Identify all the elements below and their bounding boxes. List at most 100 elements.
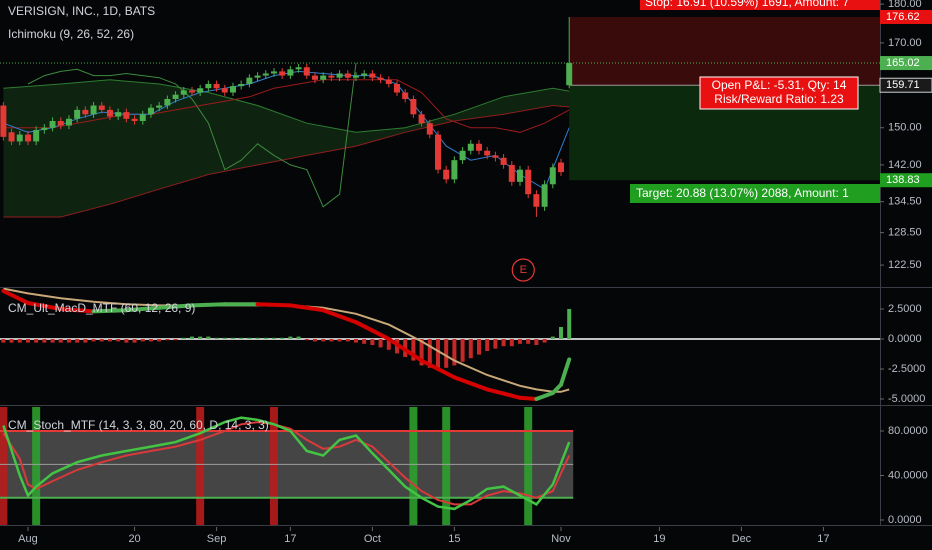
macd-line-segment bbox=[1, 289, 30, 305]
histogram-bar bbox=[558, 327, 563, 339]
candle-body bbox=[147, 107, 154, 115]
histogram-bar bbox=[419, 339, 424, 366]
stop-label: Stop: 16.91 (10.59%) 1691, Amount: 7 bbox=[645, 0, 849, 9]
histogram-bar bbox=[362, 339, 367, 344]
candle-body bbox=[131, 118, 138, 122]
indicator-label: CM_Stoch_MTF (14, 3, 3, 80, 20, 60, D, 1… bbox=[8, 418, 269, 432]
target-label: Target: 20.88 (13.07%) 2088, Amount: 1 bbox=[636, 186, 849, 200]
y-tick-label: 180.00 bbox=[888, 0, 922, 10]
histogram-bar bbox=[263, 337, 268, 339]
candle-body bbox=[238, 83, 245, 87]
histogram-bar bbox=[370, 339, 375, 345]
histogram-bar bbox=[345, 339, 350, 342]
histogram-bar bbox=[189, 336, 194, 339]
candle-body bbox=[533, 194, 540, 207]
signal-line bbox=[3, 287, 570, 393]
y-tick-label: -2.5000 bbox=[888, 363, 925, 375]
x-tick-label: Dec bbox=[732, 533, 752, 545]
histogram-bar bbox=[329, 339, 334, 342]
histogram-bar bbox=[542, 339, 547, 343]
macd-line-segment bbox=[189, 302, 227, 308]
histogram-bar bbox=[222, 337, 227, 339]
histogram-bar bbox=[214, 337, 219, 339]
entry-price-marker-box bbox=[879, 77, 932, 93]
histogram-bar bbox=[485, 339, 490, 351]
histogram-bar bbox=[476, 339, 481, 355]
target-label-box bbox=[630, 184, 880, 203]
y-tick-label: 142.00 bbox=[888, 159, 922, 171]
indicator-label: CM_Ult_MacD_MTF (60, 12, 26, 9) bbox=[8, 301, 195, 315]
histogram-bar bbox=[124, 339, 129, 343]
macd-line-segment bbox=[353, 320, 391, 341]
chart-title: VERISIGN, INC., 1D, BATS bbox=[8, 4, 155, 18]
histogram-bar bbox=[230, 337, 235, 339]
macd-line-segment bbox=[321, 308, 358, 325]
candle-body bbox=[123, 112, 130, 119]
candle-body bbox=[295, 67, 302, 70]
signal-bar bbox=[269, 407, 278, 525]
histogram-bar bbox=[386, 339, 391, 350]
candle-body bbox=[311, 75, 318, 80]
k-line bbox=[2, 416, 571, 511]
histogram-bar bbox=[99, 339, 104, 342]
last-price-marker-box bbox=[880, 56, 932, 71]
candle-body bbox=[426, 123, 433, 135]
candle-body bbox=[492, 155, 499, 158]
histogram-bar bbox=[288, 336, 293, 339]
candle-body bbox=[197, 88, 204, 93]
histogram-bar bbox=[435, 339, 440, 371]
candle-body bbox=[459, 150, 466, 161]
x-tick-label: Oct bbox=[364, 533, 381, 545]
candle-body bbox=[287, 69, 294, 76]
candle-body bbox=[16, 134, 23, 142]
histogram-bar bbox=[321, 339, 326, 342]
x-tick-label: 17 bbox=[284, 533, 296, 545]
y-tick-label: 134.50 bbox=[888, 196, 922, 208]
histogram-bar bbox=[140, 339, 145, 342]
histogram-bar bbox=[58, 339, 63, 343]
histogram-bar bbox=[157, 339, 162, 342]
histogram-bar bbox=[378, 339, 383, 348]
histogram-bar bbox=[296, 336, 301, 339]
histogram-bar bbox=[50, 339, 55, 343]
histogram-bar bbox=[173, 339, 178, 341]
candle-body bbox=[188, 90, 195, 93]
histogram-bar bbox=[247, 337, 252, 339]
candle-body bbox=[0, 105, 7, 137]
candle-body bbox=[303, 67, 310, 76]
y-tick-label: 0.0000 bbox=[888, 333, 922, 345]
pnl-label: Open P&L: -5.31, Qty: 14 bbox=[712, 78, 847, 92]
candle-body bbox=[262, 73, 269, 76]
candle-body bbox=[352, 75, 359, 78]
candle-body bbox=[213, 83, 220, 89]
candle-body bbox=[541, 184, 548, 207]
macd-line-segment bbox=[58, 307, 96, 314]
candle-body bbox=[320, 75, 327, 80]
histogram-bar bbox=[42, 339, 47, 343]
x-tick-label: Sep bbox=[207, 533, 227, 545]
candle-body bbox=[516, 169, 523, 182]
histogram-bar bbox=[501, 339, 506, 347]
candle-body bbox=[418, 114, 425, 124]
candle-body bbox=[467, 143, 474, 151]
ichimoku-cloud bbox=[3, 79, 783, 217]
candle-body bbox=[90, 105, 97, 115]
candle-body bbox=[139, 114, 146, 122]
macd-line-segment bbox=[534, 391, 555, 401]
candle-body bbox=[221, 88, 228, 93]
histogram-bar bbox=[493, 339, 498, 349]
candle-body bbox=[74, 109, 81, 119]
candle-body bbox=[336, 73, 343, 78]
histogram-bar bbox=[517, 339, 522, 344]
candle-body bbox=[393, 83, 400, 93]
signal-bar bbox=[32, 407, 41, 525]
candle-body bbox=[8, 132, 15, 142]
candle-body bbox=[566, 63, 573, 86]
candle-body bbox=[279, 71, 286, 76]
earnings-event-label: E bbox=[520, 264, 527, 276]
histogram-bar bbox=[534, 339, 539, 345]
histogram-bar bbox=[165, 339, 170, 341]
y-tick-label: 80.0000 bbox=[888, 425, 928, 437]
candle-body bbox=[180, 90, 187, 95]
